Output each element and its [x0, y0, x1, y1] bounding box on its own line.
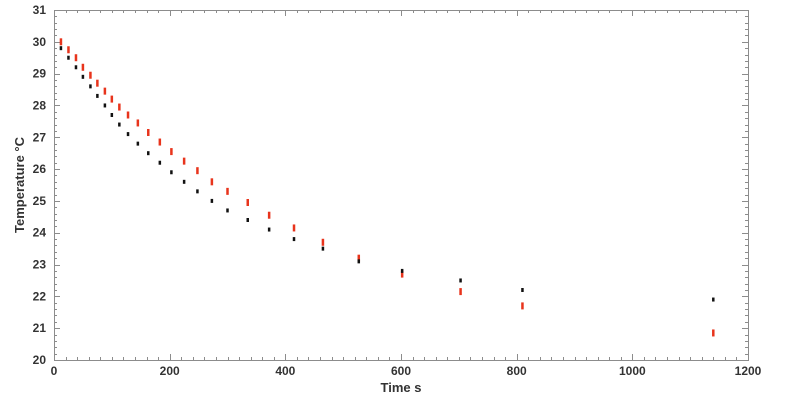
data-point	[226, 208, 229, 213]
data-point	[321, 246, 325, 251]
data-point	[712, 297, 715, 302]
data-point	[81, 74, 85, 79]
data-point	[110, 95, 114, 103]
y-tick-label: 26	[33, 162, 47, 176]
data-point	[136, 119, 140, 127]
data-point	[89, 71, 92, 79]
x-tick-label: 1200	[735, 364, 762, 378]
y-axis-label: Temperature °C	[12, 136, 27, 233]
data-point	[292, 237, 296, 242]
data-point	[210, 178, 214, 186]
data-point	[459, 288, 462, 296]
y-tick-label: 30	[33, 35, 47, 49]
data-point	[321, 238, 325, 246]
y-tick-label: 21	[33, 321, 47, 335]
data-point	[126, 111, 130, 119]
data-point	[292, 224, 296, 232]
y-tick-label: 25	[33, 194, 47, 208]
data-point	[67, 46, 70, 54]
data-point	[67, 55, 70, 60]
data-point	[126, 132, 130, 137]
data-point	[136, 141, 140, 146]
data-point	[357, 254, 361, 262]
data-point	[96, 79, 99, 87]
y-tick-label: 24	[33, 226, 47, 240]
series-2	[59, 46, 715, 302]
plot-frame	[54, 10, 749, 361]
y-tick-label: 27	[33, 130, 47, 144]
x-axis-label: Time s	[381, 380, 422, 395]
data-point	[103, 87, 107, 95]
data-point	[96, 93, 99, 98]
data-point	[110, 113, 114, 117]
data-point	[74, 54, 78, 62]
y-tick-label: 31	[33, 3, 47, 17]
data-point	[158, 138, 162, 146]
data-point	[226, 187, 229, 195]
x-tick-label: 600	[391, 364, 411, 378]
data-point	[59, 46, 63, 51]
data-point	[158, 160, 162, 165]
data-point	[182, 157, 186, 165]
tick-labels: 0 200 400 600 800 1000 1200 20 21 22 23 24 25 26 27 28 2…	[33, 3, 762, 378]
data-point	[170, 148, 173, 156]
data-point	[246, 218, 249, 222]
x-tick-label: 0	[51, 364, 58, 378]
y-tick-label: 23	[33, 258, 47, 272]
data-point	[182, 179, 186, 184]
x-tick-label: 1000	[619, 364, 646, 378]
data-point	[59, 38, 63, 46]
data-point	[459, 278, 462, 283]
axis-ticks	[54, 10, 749, 361]
y-tick-label: 29	[33, 67, 47, 81]
data-point	[267, 227, 271, 232]
data-point	[267, 211, 271, 219]
data-point	[400, 270, 404, 278]
y-tick-label: 22	[33, 289, 47, 303]
data-point	[81, 63, 85, 71]
data-point	[357, 259, 361, 264]
data-marks	[59, 38, 715, 337]
data-point	[521, 288, 524, 292]
data-point	[196, 189, 199, 194]
data-point	[712, 329, 715, 337]
x-tick-label: 400	[275, 364, 295, 378]
data-point	[118, 103, 121, 111]
data-point	[118, 122, 121, 127]
data-point	[147, 151, 150, 156]
series-1	[59, 38, 715, 337]
data-point	[210, 198, 214, 203]
data-point	[74, 65, 78, 70]
x-tick-label: 800	[507, 364, 527, 378]
y-tick-label: 28	[33, 98, 47, 112]
data-point	[400, 268, 404, 273]
data-point	[89, 84, 92, 89]
y-tick-label: 20	[33, 353, 47, 367]
data-point	[246, 199, 249, 206]
data-point	[103, 103, 107, 108]
data-point	[196, 167, 199, 175]
data-point	[521, 302, 524, 310]
data-point	[170, 170, 173, 175]
data-point	[147, 129, 150, 136]
x-tick-label: 200	[160, 364, 180, 378]
